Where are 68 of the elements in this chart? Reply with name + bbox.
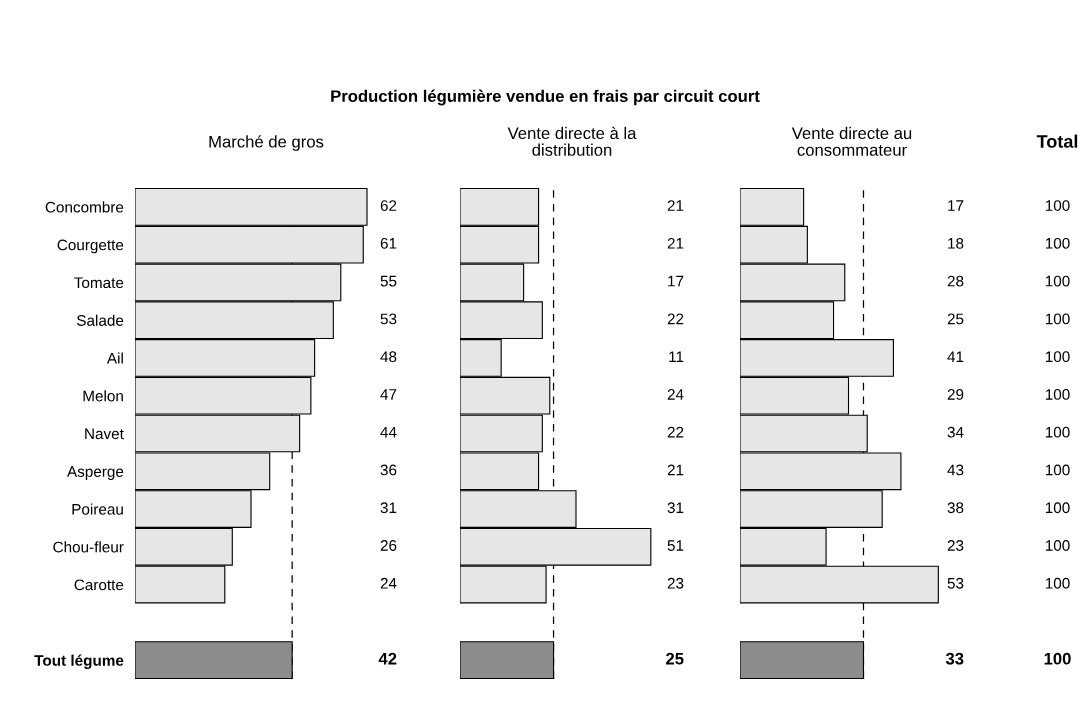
data-label: 44 [380, 426, 397, 438]
data-label: 23 [947, 540, 964, 551]
data-label: 62 [380, 200, 397, 211]
data-label: 24 [380, 577, 397, 589]
data-label: 53 [947, 577, 964, 589]
data-label: 100 [1045, 464, 1070, 476]
data-label: 100 [1045, 313, 1070, 325]
text: Total [1036, 134, 1078, 148]
data-label: 100 [1045, 426, 1070, 438]
chart-subtitle: Vente directe au consommateur [791, 126, 912, 156]
data-label: 21 [667, 200, 684, 211]
data-label: 55 [380, 275, 397, 287]
y-tick-label: Poireau [72, 503, 123, 515]
data-label: 21 [667, 237, 684, 249]
data-label: 100 [1045, 577, 1070, 589]
data-label: 34 [947, 426, 964, 438]
data-label: 100 [1044, 652, 1071, 665]
data-label: 47 [380, 389, 397, 400]
y-tick-label: Concombre [45, 201, 124, 213]
y-tick-label: Salade [77, 314, 124, 326]
data-label: 28 [947, 275, 964, 287]
data-label: 18 [948, 237, 964, 249]
y-tick-label: Tomate [74, 277, 124, 289]
bar [135, 641, 293, 679]
chart-subtitle: Marché de gros [209, 135, 324, 151]
data-label: 31 [380, 502, 397, 514]
data-label: 38 [947, 502, 964, 514]
y-tick-label: Courgette [57, 239, 124, 254]
data-label: 100 [1045, 200, 1070, 211]
data-label: 100 [1045, 237, 1070, 249]
y-tick-label: Carotte [74, 579, 124, 591]
chart-subtitle: Vente directe à la distribution [507, 126, 637, 156]
data-label: 100 [1045, 275, 1070, 287]
data-label: 100 [1045, 351, 1070, 363]
data-label: 61 [380, 237, 397, 249]
data-label: 31 [667, 502, 684, 514]
data-label: 100 [1045, 389, 1070, 400]
bar [460, 641, 555, 679]
data-label: 33 [945, 652, 964, 665]
data-label: 43 [947, 464, 964, 476]
data-label: 100 [1045, 540, 1070, 551]
data-label: 22 [667, 313, 684, 325]
bar [740, 641, 865, 679]
data-label: 22 [667, 426, 684, 438]
data-label: 53 [380, 313, 397, 325]
data-label: 26 [380, 540, 397, 551]
data-label: 21 [667, 464, 684, 476]
y-tick-label: Ail [106, 352, 123, 364]
data-label: 23 [667, 577, 684, 589]
data-label: 100 [1045, 502, 1070, 514]
y-tick-label: Chou-fleur [53, 541, 124, 553]
data-label: 25 [666, 652, 684, 665]
data-label: 11 [669, 351, 684, 362]
text: Production légumière vendue en frais par circuit court [331, 89, 760, 106]
data-label: 41 [947, 351, 964, 362]
y-tick-label: Navet [85, 428, 124, 440]
data-label: 17 [948, 200, 964, 211]
y-tick-label: Asperge [67, 466, 124, 480]
data-label: 24 [667, 389, 684, 400]
data-label: 29 [947, 389, 964, 400]
data-label: 42 [378, 652, 397, 665]
data-label: 48 [380, 351, 397, 363]
data-label: 36 [380, 464, 397, 476]
y-tick-label: Melon [83, 390, 123, 402]
data-label: 51 [667, 540, 684, 551]
data-label: 25 [947, 313, 964, 325]
data-label: 17 [668, 275, 684, 287]
y-tick-label: Tout légume [34, 654, 124, 669]
